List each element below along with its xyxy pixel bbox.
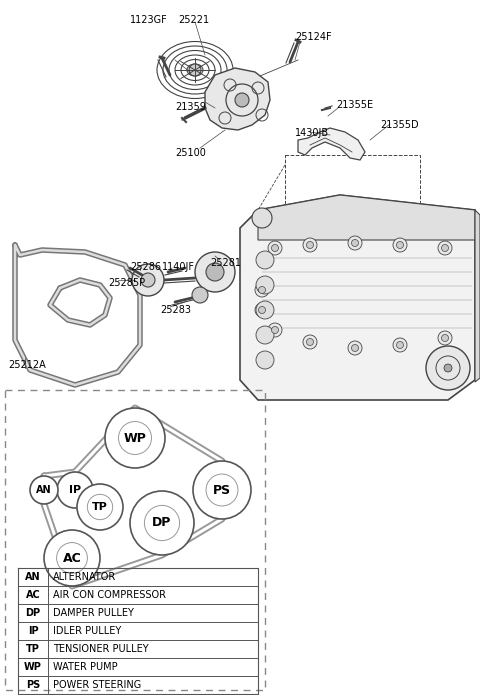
Circle shape <box>438 331 452 345</box>
Circle shape <box>235 93 249 107</box>
Text: 25212A: 25212A <box>8 360 46 370</box>
Circle shape <box>256 351 274 369</box>
Text: 1123GF: 1123GF <box>130 15 168 25</box>
Circle shape <box>30 476 58 504</box>
Text: IP: IP <box>69 485 81 495</box>
Circle shape <box>105 408 165 468</box>
Circle shape <box>351 345 359 352</box>
Circle shape <box>256 251 274 269</box>
Text: AC: AC <box>25 590 40 600</box>
Circle shape <box>442 245 448 252</box>
Circle shape <box>307 241 313 249</box>
Circle shape <box>141 273 155 287</box>
Polygon shape <box>475 210 480 382</box>
Text: PS: PS <box>26 680 40 690</box>
Text: 25285P: 25285P <box>108 278 145 288</box>
Circle shape <box>206 263 224 281</box>
Text: WP: WP <box>24 662 42 672</box>
Circle shape <box>303 238 317 252</box>
Circle shape <box>256 276 274 294</box>
Circle shape <box>259 306 265 313</box>
Circle shape <box>442 334 448 341</box>
Circle shape <box>272 245 278 252</box>
Text: TENSIONER PULLEY: TENSIONER PULLEY <box>53 644 149 654</box>
Circle shape <box>256 301 274 319</box>
Text: 21355E: 21355E <box>336 100 373 110</box>
Text: WATER PUMP: WATER PUMP <box>53 662 118 672</box>
Circle shape <box>348 236 362 250</box>
Text: 21359: 21359 <box>175 102 206 112</box>
Circle shape <box>348 341 362 355</box>
Circle shape <box>396 341 404 348</box>
Circle shape <box>426 346 470 390</box>
Text: 25281: 25281 <box>210 258 241 268</box>
Circle shape <box>44 530 100 586</box>
Circle shape <box>57 472 93 508</box>
Circle shape <box>252 208 272 228</box>
Text: IP: IP <box>28 626 38 636</box>
Text: 1140JF: 1140JF <box>162 262 195 272</box>
Circle shape <box>195 252 235 292</box>
Circle shape <box>132 264 164 296</box>
Circle shape <box>396 241 404 249</box>
Circle shape <box>303 335 317 349</box>
Text: 25283: 25283 <box>160 305 191 315</box>
Text: TP: TP <box>26 644 40 654</box>
Text: AIR CON COMPRESSOR: AIR CON COMPRESSOR <box>53 590 166 600</box>
Text: AN: AN <box>36 485 52 495</box>
Circle shape <box>393 238 407 252</box>
Circle shape <box>77 484 123 530</box>
Text: 25221: 25221 <box>178 15 209 25</box>
Circle shape <box>255 283 269 297</box>
Text: POWER STEERING: POWER STEERING <box>53 680 141 690</box>
Circle shape <box>438 241 452 255</box>
Circle shape <box>189 64 201 76</box>
Text: AC: AC <box>62 552 82 564</box>
Circle shape <box>393 338 407 352</box>
Text: IDLER PULLEY: IDLER PULLEY <box>53 626 121 636</box>
Circle shape <box>272 327 278 334</box>
Text: 25286: 25286 <box>130 262 161 272</box>
Circle shape <box>268 323 282 337</box>
Text: AN: AN <box>25 572 41 582</box>
Text: 1430JB: 1430JB <box>295 128 329 138</box>
Circle shape <box>255 303 269 317</box>
Circle shape <box>192 287 208 303</box>
Polygon shape <box>258 195 475 240</box>
Circle shape <box>444 364 452 372</box>
Text: TP: TP <box>92 502 108 512</box>
Polygon shape <box>298 128 365 160</box>
Text: DP: DP <box>25 608 41 618</box>
Text: 21355D: 21355D <box>380 120 419 130</box>
Circle shape <box>268 241 282 255</box>
Circle shape <box>130 491 194 555</box>
Circle shape <box>256 326 274 344</box>
Circle shape <box>351 240 359 247</box>
Text: PS: PS <box>213 484 231 496</box>
Text: DAMPER PULLEY: DAMPER PULLEY <box>53 608 134 618</box>
Text: 25124F: 25124F <box>295 32 332 42</box>
Polygon shape <box>240 195 475 400</box>
Text: 25100: 25100 <box>175 148 206 158</box>
Text: DP: DP <box>152 516 172 530</box>
Text: ALTERNATOR: ALTERNATOR <box>53 572 116 582</box>
Circle shape <box>259 286 265 293</box>
Circle shape <box>193 461 251 519</box>
Text: WP: WP <box>123 432 146 445</box>
Circle shape <box>307 338 313 345</box>
Polygon shape <box>205 68 270 130</box>
